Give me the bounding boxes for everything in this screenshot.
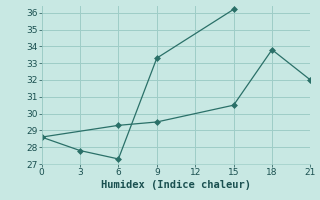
X-axis label: Humidex (Indice chaleur): Humidex (Indice chaleur) — [101, 180, 251, 190]
